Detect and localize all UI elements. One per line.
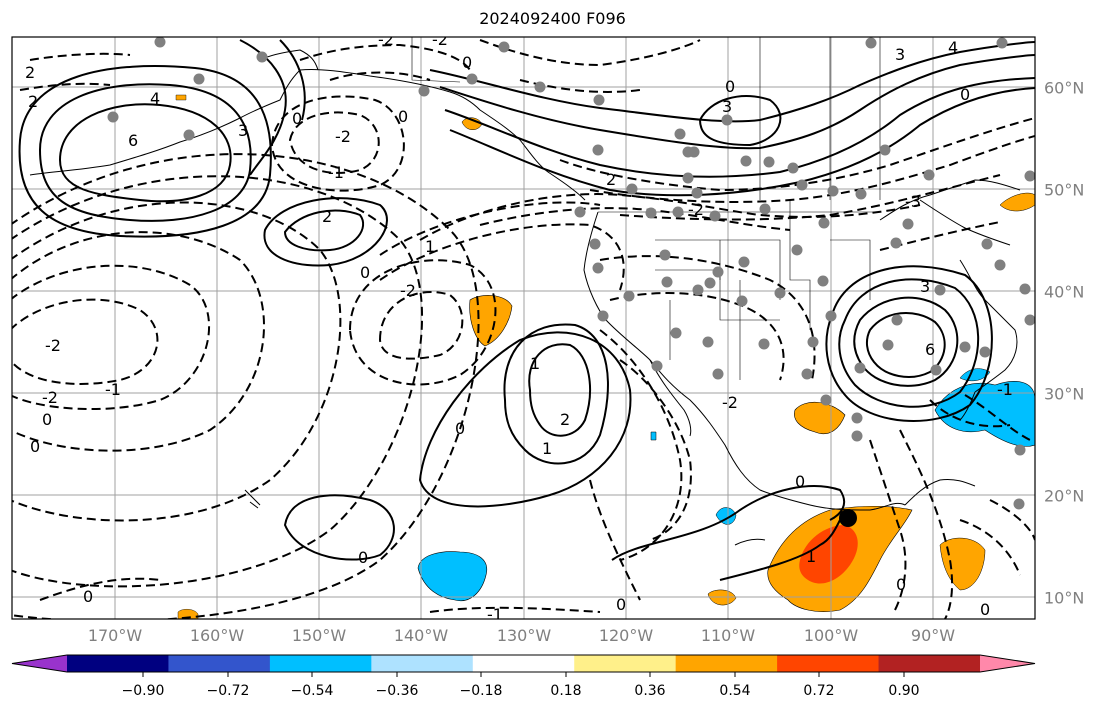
- contour-label: -2: [378, 30, 394, 49]
- contour-label: 0: [360, 263, 370, 282]
- contour-label: 3: [920, 277, 930, 296]
- colorbar-tick-label: −0.18: [459, 683, 503, 699]
- lat-label: 60°N: [1044, 78, 1085, 98]
- contour-label: -1: [487, 605, 503, 624]
- colorbar-segment: [371, 655, 474, 672]
- colorbar-outline: [11, 654, 1036, 673]
- lon-label: 140°W: [393, 626, 449, 645]
- map-title: 2024092400 F096: [479, 9, 626, 28]
- contour-label: 0: [83, 587, 93, 606]
- contour-label: 0: [398, 107, 408, 126]
- contour-label: -1: [328, 163, 344, 182]
- colorbar: [11, 654, 1036, 673]
- lon-label: 170°W: [87, 626, 143, 645]
- lon-label: 120°W: [598, 626, 654, 645]
- colorbar-segment: [269, 655, 372, 672]
- map-frame: [11, 36, 1036, 620]
- colorbar-ticks: [142, 672, 905, 677]
- colorbar-segment: [777, 655, 880, 672]
- lat-label: 20°N: [1044, 486, 1085, 506]
- colorbar-tick-label: 0.18: [550, 683, 582, 699]
- colorbar-tick-label: −0.72: [206, 683, 250, 699]
- lon-label: 90°W: [910, 626, 956, 645]
- colorbar-tick-label: 0.36: [634, 683, 666, 699]
- contour-label: 0: [42, 410, 52, 429]
- contour-label: 0: [795, 472, 805, 491]
- lat-label: 40°N: [1044, 282, 1085, 302]
- colorbar-segment: [878, 655, 981, 672]
- contour-label: -2: [42, 388, 58, 407]
- colorbar-segment: [574, 655, 677, 672]
- contour-label: 0: [980, 600, 990, 619]
- contour-label: -1: [997, 380, 1013, 399]
- contour-label: 4: [150, 89, 160, 108]
- contour-label: 0: [30, 437, 40, 456]
- colorbar-segment: [67, 655, 169, 672]
- contour-label: -2: [432, 30, 448, 49]
- contour-label: 2: [606, 170, 616, 189]
- contour-label: 0: [455, 419, 465, 438]
- contour-label: 0: [960, 85, 970, 104]
- contour-label: 2: [322, 207, 332, 226]
- contour-label: -2: [722, 393, 738, 412]
- contour-label: 0: [725, 77, 735, 96]
- contour-label: 2: [28, 92, 38, 111]
- contour-label: 1: [530, 354, 540, 373]
- colorbar-tick-label: 0.90: [888, 683, 920, 699]
- contour-label: -2: [400, 281, 416, 300]
- colorbar-tick-label: 0.54: [719, 683, 751, 699]
- contour-label: 6: [925, 340, 935, 359]
- contour-label: 2: [560, 410, 570, 429]
- station-markers: [107, 37, 1035, 510]
- contour-label: -1: [105, 380, 121, 399]
- lat-label: 10°N: [1044, 588, 1085, 608]
- contour-label: 0: [358, 548, 368, 567]
- contour-label: 0: [462, 53, 472, 72]
- colorbar-segment: [472, 655, 575, 672]
- colorbar-extend-low: [12, 655, 67, 672]
- contour-label: 4: [948, 38, 958, 57]
- colorbar-tick-label: −0.90: [121, 683, 165, 699]
- lon-label: 100°W: [803, 626, 859, 645]
- lon-label: 150°W: [291, 626, 347, 645]
- negative-contours: [12, 39, 1035, 619]
- contour-label: 1: [542, 439, 552, 458]
- contour-label: 3: [895, 45, 905, 64]
- lon-label: 110°W: [700, 626, 756, 645]
- contour-label-group: 6 4 3 2 2 2 -2 -1 0 0 -2 0 1 -2 -2 -1 0 …: [25, 30, 1013, 624]
- colorbar-tick-label: −0.36: [375, 683, 419, 699]
- colorbar-tick-label: 0.72: [803, 683, 835, 699]
- contour-label: 1: [425, 237, 435, 256]
- contour-label: 2: [25, 63, 35, 82]
- contour-label: -2: [688, 200, 704, 219]
- contour-label: 3: [722, 97, 732, 116]
- lat-label: 50°N: [1044, 180, 1085, 200]
- colorbar-tick-label: −0.54: [290, 683, 334, 699]
- contour-label: 0: [292, 109, 302, 128]
- contour-label: 3: [238, 121, 248, 140]
- contour-label: -2: [335, 127, 351, 146]
- contour-label: 1: [806, 547, 816, 566]
- contour-label: 0: [896, 575, 906, 594]
- contour-label: 6: [128, 131, 138, 150]
- lon-label: 160°W: [189, 626, 245, 645]
- colorbar-segment: [168, 655, 271, 672]
- colorbar-segment: [675, 655, 778, 672]
- colorbar-extend-high: [980, 655, 1035, 672]
- anomaly-shading: [175, 94, 1035, 619]
- contour-label: -3: [905, 192, 921, 211]
- contour-label: 0: [616, 595, 626, 614]
- lat-label: 30°N: [1044, 384, 1085, 404]
- contour-label: -2: [45, 336, 61, 355]
- storm-center-marker: [839, 509, 857, 527]
- lon-label: 130°W: [496, 626, 552, 645]
- coastlines: [29, 49, 1021, 546]
- positive-contours: [18, 39, 1035, 581]
